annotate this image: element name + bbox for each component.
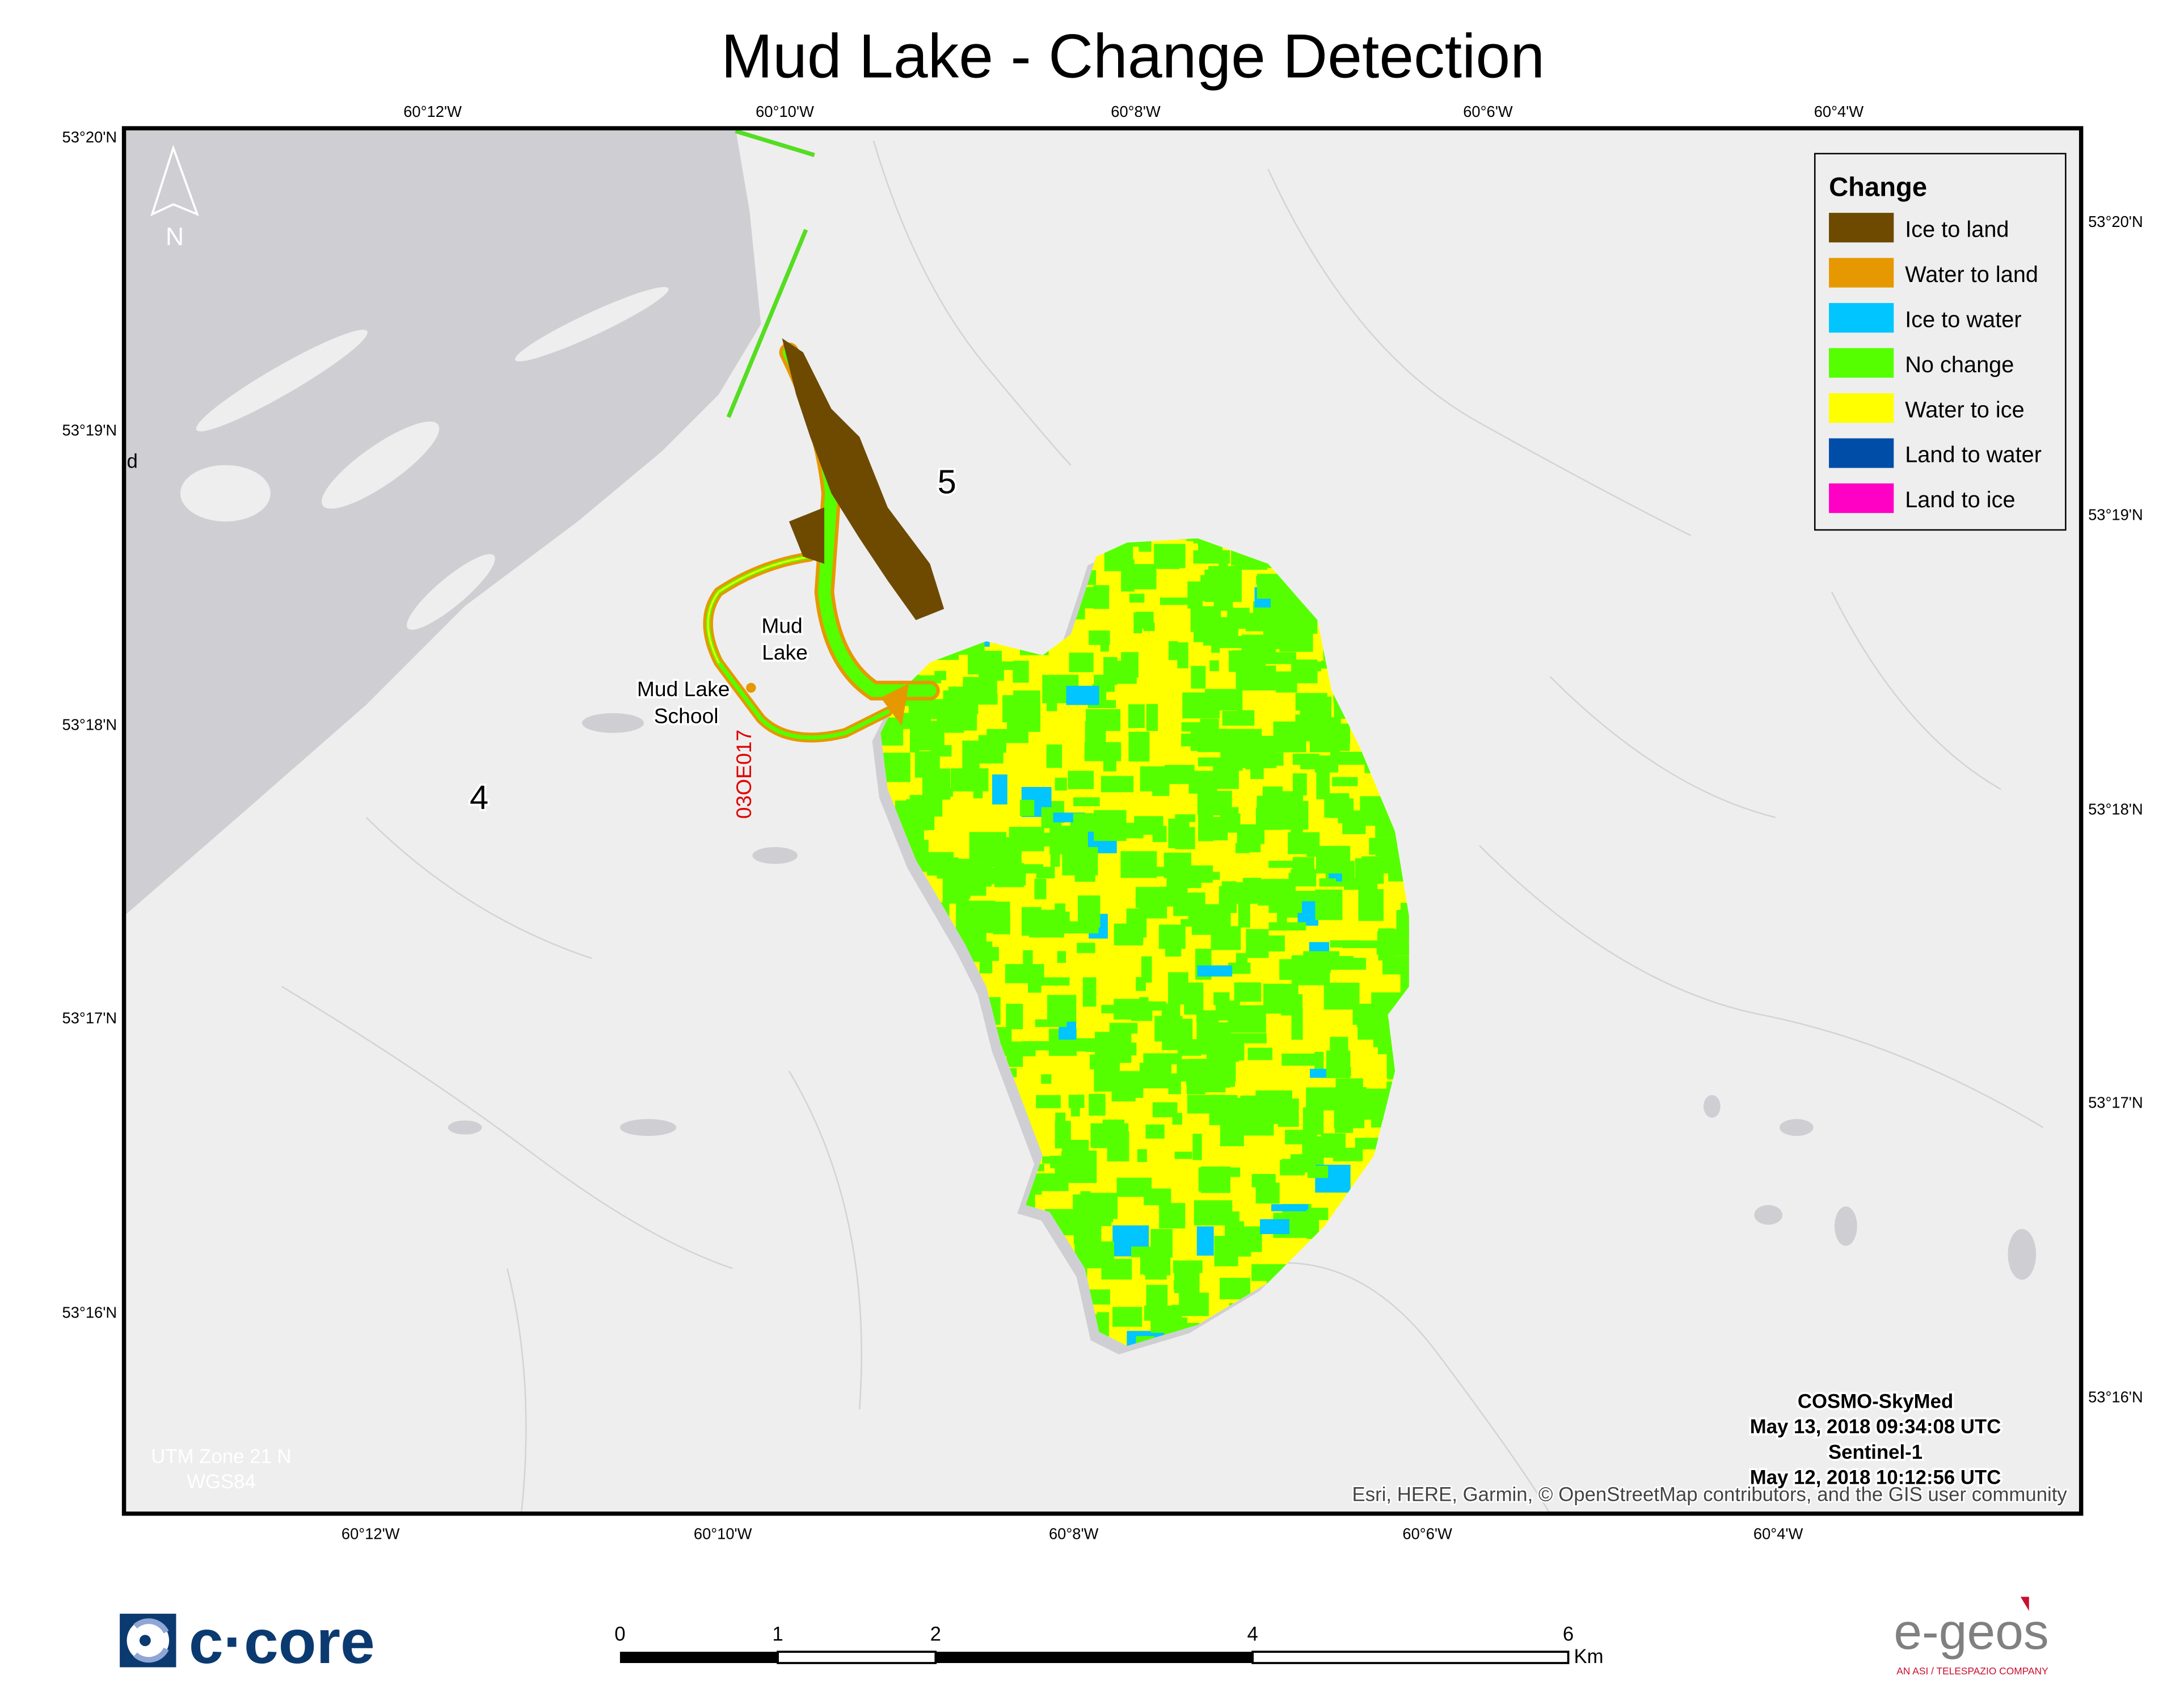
legend-swatch — [1829, 348, 1894, 378]
station-marker[interactable] — [746, 683, 756, 693]
bottom-lon-label: 60°8'W — [1049, 1525, 1099, 1542]
change-ice-to-land-patch — [789, 507, 825, 564]
bottom-lon-label: 60°6'W — [1402, 1525, 1452, 1542]
scale-tick: 6 — [1563, 1623, 1574, 1645]
date-2: May 12, 2018 10:12:56 UTC — [1750, 1467, 2001, 1489]
sensor-2: Sentinel-1 — [1828, 1442, 1922, 1463]
mud-lake-label-2: Lake — [762, 640, 808, 664]
legend-label: Water to ice — [1905, 397, 2025, 422]
legend-swatch — [1829, 393, 1894, 423]
legend-swatch — [1829, 303, 1894, 333]
station-code-label: 03OE017 — [732, 730, 756, 819]
legend-label: Water to land — [1905, 262, 2038, 287]
north-label: N — [166, 223, 184, 251]
right-lat-label: 53°17'N — [2088, 1093, 2143, 1111]
left-lat-label: 53°20'N — [62, 128, 117, 146]
top-lon-label: 60°4'W — [1814, 103, 1864, 120]
bottom-lon-label: 60°10'W — [694, 1525, 752, 1542]
egeos-logo: e-geos AN ASI / TELESPAZIO COMPANY — [1894, 1597, 2049, 1677]
right-lat-label: 53°16'N — [2088, 1388, 2143, 1405]
left-lat-label: 53°19'N — [62, 422, 117, 439]
zone-5-label: 5 — [938, 462, 956, 500]
map-title: Mud Lake - Change Detection — [721, 22, 1545, 91]
mud-lake-school-label-1: Mud Lake — [637, 677, 730, 701]
attribution: Esri, HERE, Garmin, © OpenStreetMap cont… — [1352, 1484, 2068, 1505]
top-lon-label: 60°10'W — [756, 103, 814, 120]
transect-lines — [726, 129, 815, 418]
ccore-logo-text: c·core — [189, 1607, 375, 1677]
bottom-lon-label: 60°4'W — [1753, 1525, 1803, 1542]
bottom-lon-label: 60°12'W — [341, 1525, 400, 1542]
mud-lake-school-label-2: School — [654, 704, 719, 727]
legend-swatch — [1829, 213, 1894, 243]
scale-tick: 2 — [930, 1623, 941, 1645]
top-lon-label: 60°12'W — [403, 103, 462, 120]
legend-label: No change — [1905, 352, 2014, 377]
top-lon-label: 60°8'W — [1111, 103, 1161, 120]
zone-4-label: 4 — [470, 778, 488, 816]
legend-label: Ice to land — [1905, 217, 2009, 242]
legend-title: Change — [1829, 172, 1927, 202]
sensor-1: COSMO-SkyMed — [1798, 1391, 1953, 1412]
scale-tick: 4 — [1247, 1623, 1258, 1645]
map-frame-border — [121, 126, 2084, 1516]
right-lat-label: 53°19'N — [2088, 506, 2143, 524]
egeos-tagline: AN ASI / TELESPAZIO COMPANY — [1896, 1665, 2048, 1677]
scale-bar: 0 1 2 4 6 Km — [614, 1623, 1603, 1668]
top-lon-label: 60°6'W — [1463, 103, 1513, 120]
legend-label: Land to ice — [1905, 487, 2015, 512]
legend-label: Land to water — [1905, 443, 2042, 468]
right-lat-label: 53°20'N — [2088, 213, 2143, 230]
projection-datum: WGS84 — [187, 1471, 256, 1493]
change-ice-to-land — [782, 338, 945, 620]
left-lat-label: 53°16'N — [62, 1303, 117, 1321]
background-streams — [281, 141, 2044, 1514]
left-lat-label: 53°18'N — [62, 716, 117, 734]
north-arrow-icon — [150, 145, 199, 217]
right-lat-label: 53°18'N — [2088, 801, 2143, 818]
scale-unit: Km — [1574, 1646, 1603, 1668]
legend-swatch — [1829, 258, 1894, 288]
legend-swatch — [1829, 483, 1894, 513]
river-islands — [180, 287, 669, 630]
legend: Change Ice to land Water to land Ice to wa… — [1814, 153, 2067, 531]
projection-zone: UTM Zone 21 N — [151, 1446, 291, 1467]
scale-tick: 0 — [614, 1623, 625, 1645]
date-1: May 13, 2018 09:34:08 UTC — [1750, 1416, 2001, 1438]
mud-lake-label-1: Mud — [761, 613, 802, 637]
edge-label: d — [127, 451, 138, 473]
legend-swatch — [1829, 438, 1894, 468]
egeos-logo-text: e-geos — [1894, 1603, 2048, 1660]
small-ponds — [448, 713, 2037, 1280]
scale-tick: 1 — [772, 1623, 783, 1645]
legend-label: Ice to water — [1905, 307, 2021, 332]
ccore-logo: c·core — [120, 1607, 375, 1677]
map-frame[interactable]: N 5 4 d Mud Lake Mud Lake School 03OE017… — [124, 128, 2081, 1514]
left-lat-label: 53°17'N — [62, 1009, 117, 1026]
